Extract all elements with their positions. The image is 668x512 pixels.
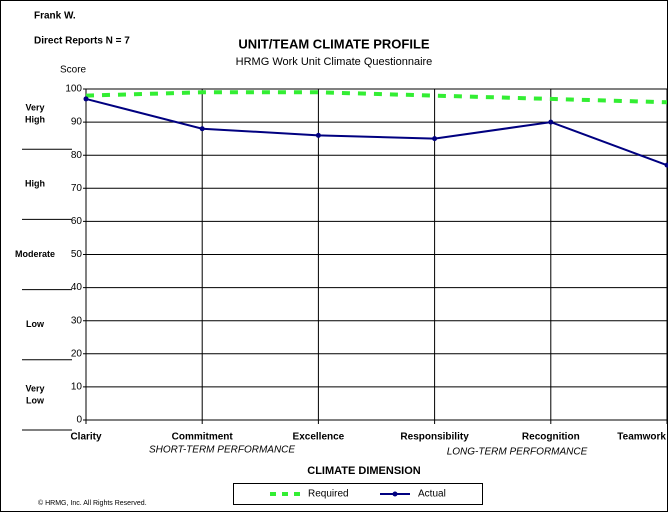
x-tick-label: Excellence <box>293 432 345 443</box>
data-point <box>664 162 668 168</box>
copyright: © HRMG, Inc. All Rights Reserved. <box>38 499 147 507</box>
y-tick-label: 70 <box>71 183 83 194</box>
x-tick-label: Commitment <box>172 432 234 443</box>
reports: Direct Reports N = 7 <box>34 36 130 47</box>
data-point <box>315 132 321 138</box>
y-tick-label: 80 <box>71 150 83 161</box>
y-tick-label: 60 <box>71 216 83 227</box>
y-tick-label: 90 <box>71 117 83 128</box>
x-tick-label: Clarity <box>70 432 102 443</box>
series-line <box>85 97 668 167</box>
band-label: Low <box>26 319 45 329</box>
y-tick-label: 100 <box>65 84 82 95</box>
y-tick-label: 40 <box>71 282 83 293</box>
band-label: High <box>25 114 45 124</box>
chart-title: UNIT/TEAM CLIMATE PROFILE <box>238 36 429 51</box>
legend-label: Required <box>308 489 349 500</box>
y-tick-label: 10 <box>71 382 83 393</box>
x-tick-label: Recognition <box>522 432 580 443</box>
annotation: LONG-TERM PERFORMANCE <box>447 447 588 458</box>
person: Frank W. <box>34 11 76 22</box>
legend-label: Actual <box>418 489 446 500</box>
band-label: Low <box>26 395 45 405</box>
data-point <box>548 119 554 125</box>
y-axis-label: Score <box>60 65 87 76</box>
y-tick-label: 20 <box>71 348 83 359</box>
legend <box>233 483 483 505</box>
legend-swatch-dot <box>392 491 398 497</box>
series-line <box>85 90 668 105</box>
y-tick-label: 50 <box>71 249 83 260</box>
y-tick-label: 30 <box>71 315 83 326</box>
band-label: Very <box>25 102 44 112</box>
data-point <box>83 96 89 102</box>
chart-subtitle: HRMG Work Unit Climate Questionnaire <box>236 56 433 68</box>
x-tick-label: Teamwork <box>617 432 666 443</box>
band-label: Very <box>25 383 44 393</box>
band-label: Moderate <box>15 249 55 259</box>
data-point <box>199 126 205 132</box>
x-axis-label: CLIMATE DIMENSION <box>307 465 421 477</box>
band-label: High <box>25 179 45 189</box>
x-tick-label: Responsibility <box>400 432 469 443</box>
annotation: SHORT-TERM PERFORMANCE <box>149 445 295 456</box>
y-tick-label: 0 <box>76 415 82 426</box>
data-point <box>432 136 438 142</box>
